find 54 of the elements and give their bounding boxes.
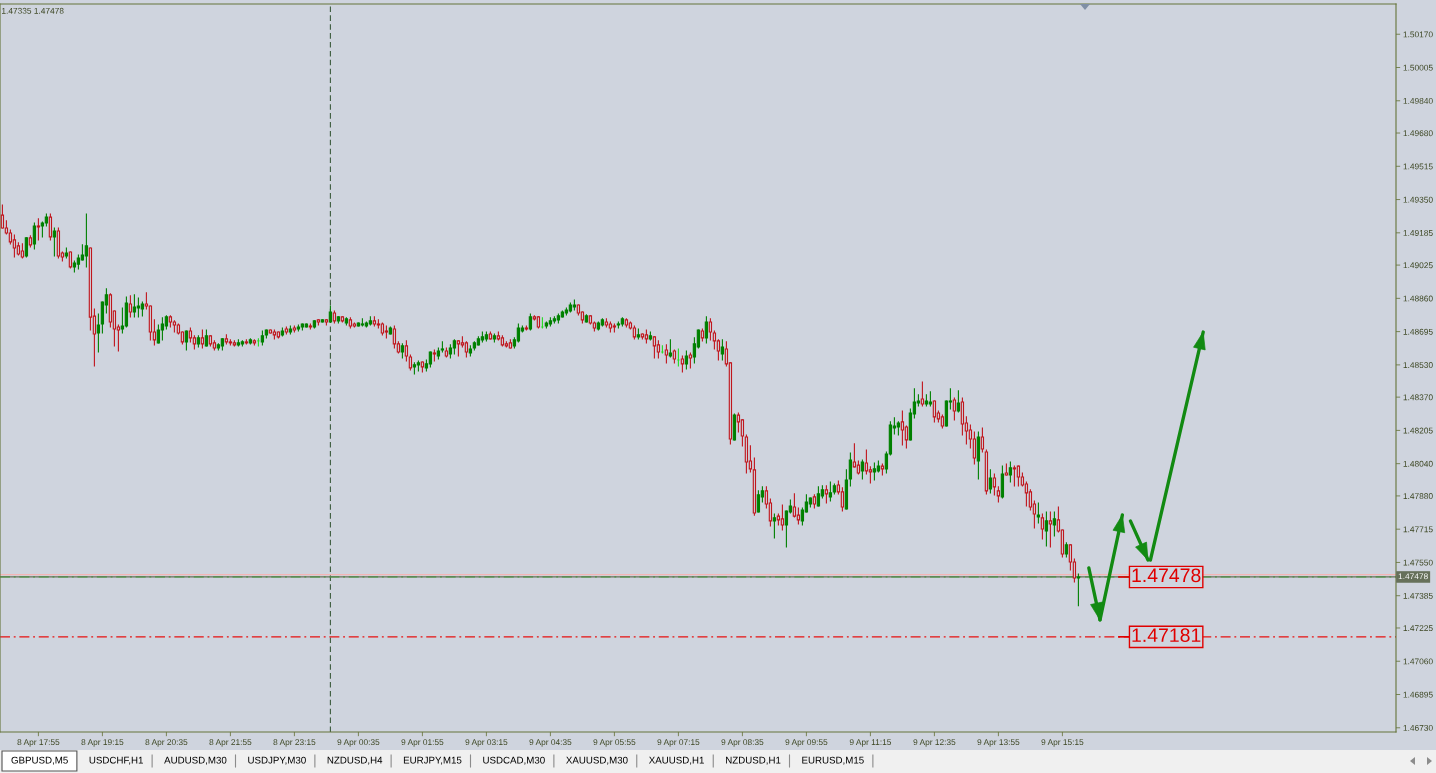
text: NZDUSD,H4 xyxy=(327,756,383,765)
y-tick-label: 1.47060 xyxy=(1403,658,1433,665)
x-tick-label: 8 Apr 21:55 xyxy=(209,739,252,747)
x-tick-label: 9 Apr 13:55 xyxy=(977,739,1020,747)
y-tick-label: 1.48370 xyxy=(1403,394,1433,401)
x-tick-label: 8 Apr 17:55 xyxy=(17,739,60,747)
text: USDCHF,H1 xyxy=(89,756,143,765)
y-tick-label: 1.47715 xyxy=(1403,526,1433,533)
x-tick-label: 8 Apr 19:15 xyxy=(81,739,124,747)
text: XAUUSD,M30 xyxy=(566,756,628,765)
y-tick-label: 1.49840 xyxy=(1403,97,1433,104)
y-tick-label: 1.47385 xyxy=(1403,592,1433,599)
x-tick-label: 8 Apr 20:35 xyxy=(145,739,188,747)
chart-title: 1.47335 1.47478 xyxy=(2,7,64,14)
x-tick-label: 9 Apr 05:55 xyxy=(593,739,636,747)
x-tick-label: 9 Apr 00:35 xyxy=(337,739,380,747)
text: GBPUSD,M5 xyxy=(11,756,68,765)
x-tick-label: 9 Apr 01:55 xyxy=(401,739,444,747)
x-tick-label: 9 Apr 03:15 xyxy=(465,739,508,747)
x-tick-label: 9 Apr 09:55 xyxy=(785,739,828,747)
x-tick-label: 9 Apr 11:15 xyxy=(849,739,892,747)
y-tick-label: 1.50170 xyxy=(1403,31,1433,38)
y-tick-label: 1.47225 xyxy=(1403,625,1433,632)
y-tick-label: 1.46730 xyxy=(1403,724,1433,731)
text: AUDUSD,M30 xyxy=(164,756,227,765)
text: EURJPY,M15 xyxy=(403,756,462,765)
y-tick-label: 1.48695 xyxy=(1403,328,1433,335)
y-tick-label: 1.49515 xyxy=(1403,163,1433,170)
x-tick-label: 9 Apr 12:35 xyxy=(913,739,956,747)
text: USDJPY,M30 xyxy=(248,756,306,765)
ref-line-label: 1.47478 xyxy=(1398,573,1428,580)
y-tick-label: 1.48040 xyxy=(1403,460,1433,467)
y-tick-label: 1.49025 xyxy=(1403,262,1433,269)
ref-line-label: 1.47478 xyxy=(1132,568,1201,583)
x-tick-label: 9 Apr 08:35 xyxy=(721,739,764,747)
text: USDCAD,M30 xyxy=(483,756,545,765)
x-tick-label: 9 Apr 15:15 xyxy=(1041,739,1084,747)
ref-line-label: 1.47181 xyxy=(1132,628,1201,643)
y-tick-label: 1.49680 xyxy=(1403,130,1433,137)
y-tick-label: 1.48860 xyxy=(1403,295,1433,302)
y-tick-label: 1.50005 xyxy=(1403,64,1433,71)
x-tick-label: 9 Apr 04:35 xyxy=(529,739,572,747)
x-tick-label: 8 Apr 23:15 xyxy=(273,739,316,747)
y-tick-label: 1.47880 xyxy=(1403,493,1433,500)
text: EURUSD,M15 xyxy=(802,756,864,765)
text: XAUUSD,H1 xyxy=(648,756,704,765)
x-tick-label: 9 Apr 07:15 xyxy=(657,739,700,747)
y-tick-label: 1.48530 xyxy=(1403,362,1433,368)
y-tick-label: 1.47550 xyxy=(1403,559,1433,566)
y-tick-label: 1.48205 xyxy=(1403,427,1433,434)
y-tick-label: 1.49350 xyxy=(1403,196,1433,203)
y-tick-label: 1.46895 xyxy=(1403,691,1433,698)
text: NZDUSD,H1 xyxy=(726,756,781,765)
y-tick-label: 1.49185 xyxy=(1403,230,1433,236)
